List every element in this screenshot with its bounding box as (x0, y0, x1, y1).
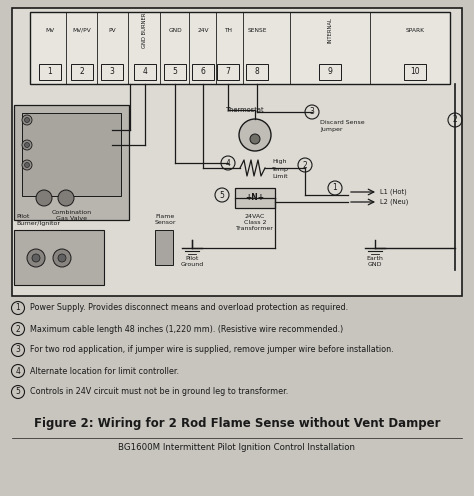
Bar (246, 64, 268, 80)
Text: 9: 9 (328, 67, 332, 76)
Bar (155, 230, 173, 265)
Text: 2: 2 (453, 116, 457, 124)
Bar (404, 64, 426, 80)
Text: 4: 4 (226, 159, 230, 168)
Circle shape (53, 249, 71, 267)
Text: 4: 4 (143, 67, 147, 76)
Text: 5: 5 (16, 387, 20, 396)
Text: 7: 7 (226, 67, 230, 76)
Text: 24VAC: 24VAC (245, 213, 265, 219)
Bar (101, 64, 123, 80)
Text: +N+: +N+ (246, 193, 264, 202)
Bar (235, 188, 275, 208)
Text: 1: 1 (333, 184, 337, 192)
Text: Limit: Limit (272, 174, 288, 179)
Text: MV: MV (46, 27, 55, 33)
Bar (14, 105, 129, 220)
Circle shape (22, 115, 32, 125)
Circle shape (25, 142, 29, 147)
Text: SPARK: SPARK (405, 27, 425, 33)
Text: 5: 5 (219, 190, 224, 199)
Circle shape (22, 160, 32, 170)
Text: 4: 4 (16, 367, 20, 375)
Text: Pilot: Pilot (16, 213, 29, 219)
Text: Sensor: Sensor (155, 221, 176, 226)
Text: 3: 3 (310, 108, 314, 117)
Text: 2: 2 (302, 161, 307, 170)
Text: TH: TH (224, 27, 232, 33)
Text: Figure 2: Wiring for 2 Rod Flame Sense without Vent Damper: Figure 2: Wiring for 2 Rod Flame Sense w… (34, 418, 440, 431)
Text: 6: 6 (201, 67, 205, 76)
Text: Power Supply. Provides disconnect means and overload protection as required.: Power Supply. Provides disconnect means … (30, 304, 348, 312)
Circle shape (25, 118, 29, 123)
Text: L1 (Hot): L1 (Hot) (380, 189, 407, 195)
Text: INTERNAL: INTERNAL (328, 17, 332, 43)
Circle shape (22, 140, 32, 150)
Bar (217, 64, 239, 80)
Text: Gas Valve: Gas Valve (56, 216, 87, 222)
Text: 2: 2 (80, 67, 84, 76)
Text: Jumper: Jumper (320, 126, 343, 131)
Bar (134, 64, 156, 80)
Text: Thermostat: Thermostat (226, 107, 264, 113)
Text: High: High (272, 160, 286, 165)
Text: 8: 8 (255, 67, 259, 76)
Text: Controls in 24V circuit must not be in ground leg to transformer.: Controls in 24V circuit must not be in g… (30, 387, 288, 396)
Bar (12, 8, 462, 296)
Text: 1: 1 (16, 304, 20, 312)
Text: GND: GND (368, 261, 382, 266)
Text: BG1600M Intermittent Pilot Ignition Control Installation: BG1600M Intermittent Pilot Ignition Cont… (118, 443, 356, 452)
Bar (164, 64, 186, 80)
Bar (71, 64, 93, 80)
Text: Maximum cable length 48 inches (1,220 mm). (Resistive wire recommended.): Maximum cable length 48 inches (1,220 mm… (30, 324, 343, 333)
Text: 3: 3 (16, 346, 20, 355)
Circle shape (239, 119, 271, 151)
Bar (39, 64, 61, 80)
Bar (30, 12, 450, 84)
Text: Class 2: Class 2 (244, 220, 266, 225)
Text: 10: 10 (410, 67, 420, 76)
Text: 3: 3 (109, 67, 114, 76)
Bar (22, 113, 121, 196)
Text: 24V: 24V (197, 27, 209, 33)
Text: 1: 1 (47, 67, 52, 76)
Bar (14, 230, 104, 285)
Text: Pilot: Pilot (185, 255, 199, 260)
Text: For two rod application, if jumper wire is supplied, remove jumper wire before i: For two rod application, if jumper wire … (30, 346, 393, 355)
Text: Combination: Combination (52, 209, 91, 214)
Circle shape (58, 190, 74, 206)
Text: L2 (Neu): L2 (Neu) (380, 199, 409, 205)
Text: Ground: Ground (181, 261, 204, 266)
Text: 5: 5 (173, 67, 177, 76)
Text: Alternate location for limit controller.: Alternate location for limit controller. (30, 367, 179, 375)
Text: Burner/Ignitor: Burner/Ignitor (16, 221, 60, 226)
Circle shape (27, 249, 45, 267)
Circle shape (58, 254, 66, 262)
Text: Discard Sense: Discard Sense (320, 120, 365, 124)
Text: Transformer: Transformer (236, 226, 274, 231)
Circle shape (36, 190, 52, 206)
Circle shape (250, 134, 260, 144)
Text: Earth: Earth (366, 255, 383, 260)
Text: PV: PV (108, 27, 116, 33)
Circle shape (25, 163, 29, 168)
Text: GND: GND (168, 27, 182, 33)
Circle shape (32, 254, 40, 262)
Text: Flame: Flame (155, 213, 174, 219)
Bar (319, 64, 341, 80)
Bar (192, 64, 214, 80)
Text: Temp: Temp (272, 167, 289, 172)
Text: MV/PV: MV/PV (73, 27, 91, 33)
Text: 2: 2 (16, 324, 20, 333)
Text: SENSE: SENSE (247, 27, 267, 33)
Text: GND BURNER: GND BURNER (143, 12, 147, 48)
